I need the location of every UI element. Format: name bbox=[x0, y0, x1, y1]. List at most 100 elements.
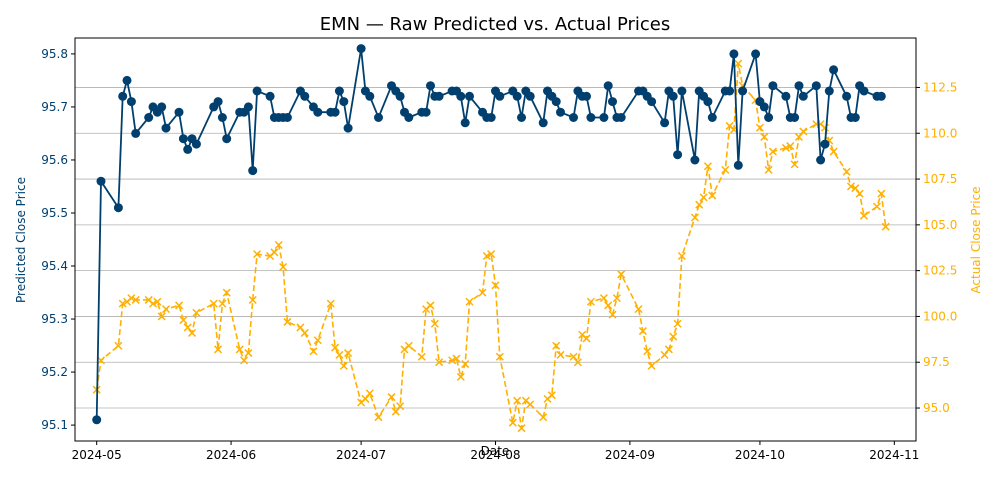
actual-point bbox=[482, 251, 491, 261]
y-left-tick-label: 95.2 bbox=[41, 365, 68, 379]
predicted-point bbox=[213, 97, 223, 107]
actual-point bbox=[149, 299, 158, 308]
actual-point bbox=[335, 350, 344, 359]
y-left-tick-label: 95.3 bbox=[41, 312, 68, 326]
actual-point bbox=[465, 297, 474, 306]
actual-point bbox=[209, 299, 218, 308]
predicted-point bbox=[811, 81, 821, 91]
actual-point bbox=[556, 350, 565, 359]
actual-point bbox=[617, 270, 626, 279]
predicted-point bbox=[876, 91, 886, 101]
actual-point bbox=[344, 349, 353, 358]
actual-point bbox=[313, 336, 322, 345]
actual-point bbox=[851, 184, 860, 193]
actual-point bbox=[842, 167, 851, 176]
actual-point bbox=[573, 358, 582, 367]
actual-point bbox=[582, 334, 591, 343]
y-axis-left: 95.1 95.2 95.3 95.4 95.5 95.6 95.7 95.8 bbox=[41, 47, 75, 432]
predicted-point bbox=[330, 107, 340, 117]
actual-point bbox=[695, 200, 704, 209]
predicted-point bbox=[525, 91, 535, 101]
actual-point bbox=[790, 160, 799, 169]
x-tick-label: 2024-10 bbox=[735, 448, 785, 462]
actual-point bbox=[192, 308, 201, 317]
actual-point bbox=[118, 299, 127, 308]
y-left-tick-label: 95.1 bbox=[41, 418, 68, 432]
predicted-point bbox=[217, 113, 227, 122]
actual-point bbox=[131, 295, 140, 304]
actual-point bbox=[274, 240, 283, 250]
actual-point bbox=[708, 191, 717, 200]
actual-point bbox=[612, 294, 621, 303]
predicted-point bbox=[313, 107, 323, 117]
predicted-point bbox=[608, 97, 617, 107]
y-right-tick-label: 102.5 bbox=[923, 264, 957, 278]
predicted-point bbox=[404, 113, 414, 122]
predicted-point bbox=[374, 113, 383, 122]
actual-point bbox=[764, 165, 773, 174]
actual-point bbox=[331, 343, 340, 352]
predicted-point bbox=[356, 44, 366, 54]
predicted-point bbox=[781, 91, 791, 101]
actual-point bbox=[755, 123, 764, 132]
actual-point bbox=[214, 345, 223, 354]
actual-point bbox=[283, 317, 292, 326]
predicted-point bbox=[759, 102, 769, 112]
predicted-point bbox=[668, 91, 678, 101]
predicted-point bbox=[460, 118, 470, 128]
y-left-tick-label: 95.5 bbox=[41, 206, 68, 220]
actual-point bbox=[404, 341, 413, 350]
actual-point bbox=[664, 345, 673, 354]
actual-point bbox=[270, 248, 279, 257]
x-tick-label: 2024-06 bbox=[206, 448, 256, 462]
actual-point bbox=[153, 297, 162, 306]
predicted-point bbox=[794, 81, 804, 91]
predicted-point bbox=[647, 97, 657, 107]
predicted-point bbox=[820, 139, 830, 149]
actual-point bbox=[387, 393, 396, 402]
predicted-point bbox=[265, 91, 275, 101]
predicted-point bbox=[144, 113, 154, 122]
actual-point bbox=[768, 147, 777, 156]
predicted-point bbox=[300, 91, 310, 101]
y-axis-left-label: Predicted Close Price bbox=[14, 177, 28, 303]
actual-point bbox=[240, 356, 249, 365]
actual-point bbox=[643, 347, 652, 356]
predicted-point bbox=[859, 86, 869, 96]
predicted-point bbox=[829, 65, 839, 75]
x-tick-label: 2024-09 bbox=[605, 448, 655, 462]
actual-point bbox=[604, 301, 613, 310]
y-left-tick-label: 95.4 bbox=[41, 259, 68, 273]
y-right-tick-label: 110.0 bbox=[923, 126, 957, 140]
predicted-point bbox=[426, 81, 435, 91]
actual-point bbox=[391, 407, 400, 416]
actual-point bbox=[157, 312, 166, 321]
actual-point bbox=[248, 295, 257, 304]
predicted-point bbox=[365, 91, 375, 101]
actual-point bbox=[794, 132, 803, 141]
y-right-tick-label: 112.5 bbox=[923, 80, 957, 94]
y-left-tick-label: 95.6 bbox=[41, 153, 68, 167]
actual-point bbox=[491, 281, 500, 290]
chart-title: EMN — Raw Predicted vs. Actual Prices bbox=[320, 14, 671, 35]
actual-point bbox=[175, 301, 184, 310]
x-tick-label: 2024-11 bbox=[869, 448, 919, 462]
actual-point bbox=[855, 189, 864, 198]
y-left-tick-label: 95.7 bbox=[41, 100, 68, 114]
predicted-point bbox=[421, 107, 431, 117]
actual-point bbox=[599, 294, 608, 303]
predicted-point bbox=[551, 97, 561, 107]
predicted-point bbox=[243, 102, 253, 112]
actual-point bbox=[179, 316, 188, 325]
actual-point bbox=[859, 211, 869, 220]
actual-point bbox=[326, 299, 335, 308]
predicted-point bbox=[616, 113, 626, 122]
predicted-point bbox=[252, 86, 262, 96]
predicted-point bbox=[725, 86, 735, 96]
actual-point bbox=[309, 347, 318, 356]
y-right-tick-label: 100.0 bbox=[923, 309, 957, 323]
predicted-point bbox=[282, 113, 292, 122]
predicted-point bbox=[768, 81, 778, 91]
